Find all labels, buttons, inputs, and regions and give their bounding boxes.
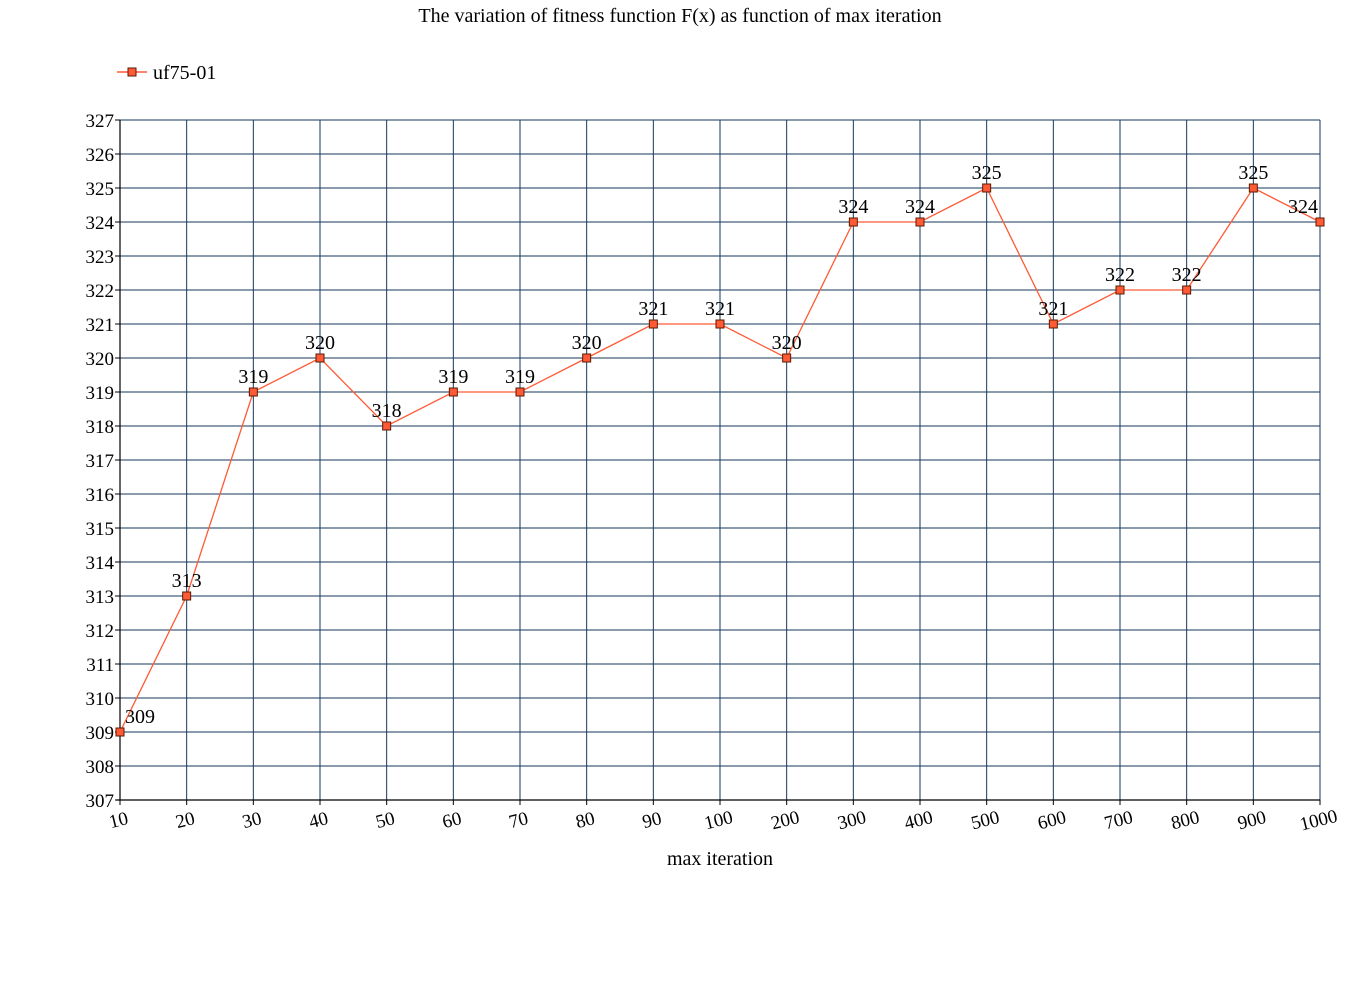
y-tick-label: 307 [86, 791, 115, 812]
data-point [1182, 285, 1192, 295]
x-axis-label: max iteration [667, 848, 773, 870]
y-tick-label: 317 [86, 451, 115, 472]
y-tick-label: 325 [86, 179, 115, 200]
y-tick-label: 314 [86, 553, 115, 574]
x-tick-label: 60 [440, 808, 464, 833]
x-tick-label: 500 [969, 807, 1002, 834]
y-tick-label: 310 [86, 689, 115, 710]
data-label: 322 [1172, 264, 1202, 286]
x-tick-label: 10 [107, 808, 131, 833]
y-tick-label: 312 [86, 621, 115, 642]
data-label: 325 [1238, 162, 1268, 184]
x-tick-label: 300 [836, 807, 869, 834]
grid [119, 119, 1321, 801]
data-label: 319 [238, 366, 268, 388]
series-uf75-01 [115, 183, 1325, 737]
data-label: 321 [638, 298, 668, 320]
y-tick-label: 322 [86, 281, 115, 302]
y-tick-label: 319 [86, 383, 115, 404]
data-label: 322 [1105, 264, 1135, 286]
data-label: 320 [305, 332, 335, 354]
data-point [582, 353, 592, 363]
data-point [648, 319, 658, 329]
data-point [515, 387, 525, 397]
data-label: 320 [572, 332, 602, 354]
x-tick-label: 50 [374, 808, 398, 833]
data-label: 309 [125, 706, 155, 728]
data-point [982, 183, 992, 193]
y-tick-label: 308 [86, 757, 115, 778]
data-label: 324 [905, 196, 935, 218]
x-tick-label: 20 [174, 808, 198, 833]
data-point [915, 217, 925, 227]
x-tick-label: 70 [507, 808, 531, 833]
data-label: 318 [372, 400, 402, 422]
y-tick-label: 315 [86, 519, 115, 540]
x-tick-label: 90 [640, 808, 664, 833]
x-tick-label: 900 [1236, 807, 1269, 834]
data-label: 319 [438, 366, 468, 388]
data-labels: 309 313 319 320 318 319 319 320 321 321 320 324 324 3… [125, 162, 1318, 728]
x-tick-label: 400 [902, 807, 935, 834]
legend-marker [127, 67, 137, 77]
y-tick-label: 323 [86, 247, 115, 268]
legend: uf75-01 [117, 62, 216, 84]
data-point [248, 387, 258, 397]
y-tick-label: 316 [86, 485, 115, 506]
x-tick-label: 80 [574, 808, 598, 833]
y-tick-label: 327 [86, 111, 115, 132]
x-tick-label: 100 [702, 807, 735, 834]
y-tick-label: 326 [86, 145, 115, 166]
x-tick-label: 30 [240, 808, 264, 833]
x-tick-label: 800 [1169, 807, 1202, 834]
data-label: 324 [1288, 196, 1318, 218]
y-tick-label: 321 [86, 315, 115, 336]
data-point [115, 727, 125, 737]
data-label: 320 [772, 332, 802, 354]
data-label: 319 [505, 366, 535, 388]
y-tick-label: 324 [86, 213, 115, 234]
data-label: 321 [1038, 298, 1068, 320]
data-label: 325 [972, 162, 1002, 184]
data-point [382, 421, 392, 431]
y-tick-labels: 307 308 309 310 311 312 313 314 315 316 317 318 319 3… [86, 111, 115, 812]
x-tick-label: 200 [769, 807, 802, 834]
data-point [848, 217, 858, 227]
data-point [448, 387, 458, 397]
data-point [715, 319, 725, 329]
data-label: 321 [705, 298, 735, 320]
data-point [782, 353, 792, 363]
x-tick-label: 600 [1036, 807, 1069, 834]
y-tick-label: 318 [86, 417, 115, 438]
y-tick-label: 309 [86, 723, 115, 744]
axes [115, 119, 1321, 805]
data-point [1315, 217, 1325, 227]
y-tick-label: 320 [86, 349, 115, 370]
x-tick-label: 700 [1102, 807, 1135, 834]
data-point [1248, 183, 1258, 193]
x-tick-label: 1000 [1298, 806, 1340, 836]
legend-label: uf75-01 [153, 62, 216, 84]
y-tick-label: 313 [86, 587, 115, 608]
data-point [182, 591, 192, 601]
data-point [315, 353, 325, 363]
x-tick-labels: 10 20 30 40 50 60 70 80 90 100 200 300 400 500 600 700 8… [107, 806, 1340, 836]
x-tick-label: 40 [307, 808, 331, 833]
chart-title: The variation of fitness function F(x) a… [418, 5, 941, 27]
data-label: 324 [838, 196, 868, 218]
data-point [1048, 319, 1058, 329]
y-tick-label: 311 [86, 655, 114, 676]
data-label: 313 [172, 570, 202, 592]
data-point [1115, 285, 1125, 295]
